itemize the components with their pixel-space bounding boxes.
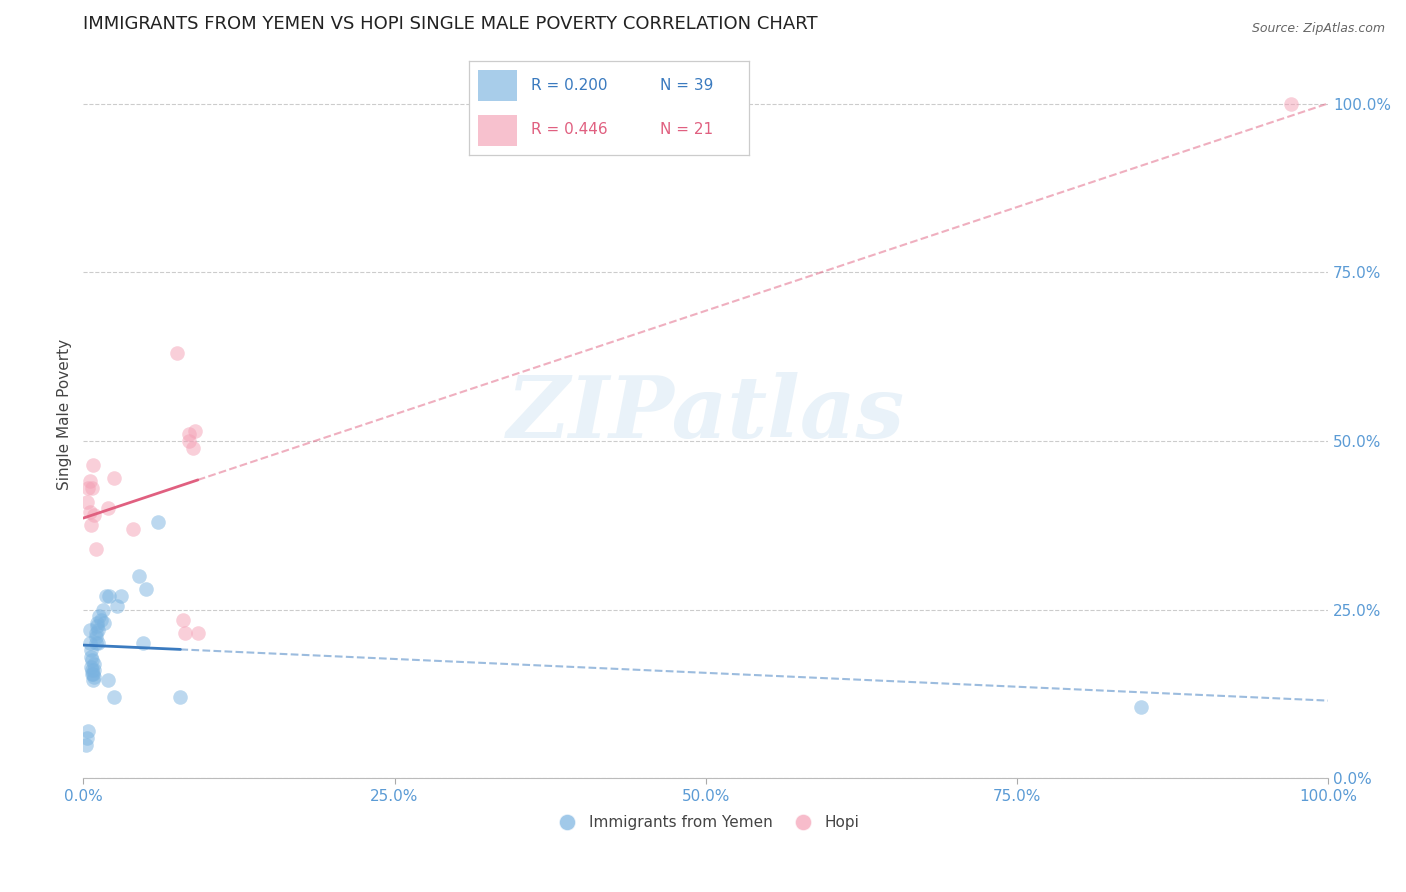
Point — [82, 666, 104, 681]
Point — [174, 626, 197, 640]
Text: ZIPatlas: ZIPatlas — [506, 372, 905, 456]
Point — [82, 673, 104, 688]
Point — [1279, 96, 1302, 111]
Point — [80, 518, 103, 533]
Point — [84, 541, 107, 556]
Point — [89, 609, 111, 624]
Point — [177, 427, 200, 442]
Point — [110, 589, 132, 603]
Point — [103, 690, 125, 705]
Point — [169, 690, 191, 705]
Point — [172, 613, 194, 627]
Point — [77, 481, 100, 495]
Point — [122, 522, 145, 536]
Point — [177, 434, 200, 448]
Point — [83, 663, 105, 677]
Point — [132, 636, 155, 650]
Point — [187, 626, 209, 640]
Point — [1130, 700, 1153, 714]
Point — [181, 441, 204, 455]
Point — [80, 481, 103, 495]
Point — [87, 623, 110, 637]
Point — [86, 616, 108, 631]
Point — [84, 626, 107, 640]
Point — [79, 475, 101, 489]
Point — [84, 636, 107, 650]
Point — [76, 494, 98, 508]
Point — [80, 660, 103, 674]
Point — [128, 569, 150, 583]
Point — [75, 738, 97, 752]
Point — [166, 346, 188, 360]
Y-axis label: Single Male Poverty: Single Male Poverty — [58, 338, 72, 490]
Point — [80, 653, 103, 667]
Point — [76, 731, 98, 745]
Legend: Immigrants from Yemen, Hopi: Immigrants from Yemen, Hopi — [546, 809, 866, 836]
Point — [146, 515, 169, 529]
Text: Source: ZipAtlas.com: Source: ZipAtlas.com — [1251, 22, 1385, 36]
Point — [79, 623, 101, 637]
Point — [103, 471, 125, 485]
Point — [84, 630, 107, 644]
Point — [93, 616, 115, 631]
Point — [86, 619, 108, 633]
Point — [80, 666, 103, 681]
Point — [87, 636, 110, 650]
Point — [83, 508, 105, 523]
Point — [83, 657, 105, 671]
Point — [105, 599, 128, 614]
Point — [77, 724, 100, 739]
Text: IMMIGRANTS FROM YEMEN VS HOPI SINGLE MALE POVERTY CORRELATION CHART: IMMIGRANTS FROM YEMEN VS HOPI SINGLE MAL… — [83, 15, 818, 33]
Point — [79, 505, 101, 519]
Point — [97, 501, 120, 516]
Point — [79, 636, 101, 650]
Point — [98, 589, 121, 603]
Point — [91, 602, 114, 616]
Point — [83, 670, 105, 684]
Point — [94, 589, 117, 603]
Point — [80, 643, 103, 657]
Point — [80, 649, 103, 664]
Point — [135, 582, 157, 597]
Point — [97, 673, 120, 688]
Point — [184, 424, 207, 438]
Point — [80, 663, 103, 677]
Point — [82, 458, 104, 472]
Point — [90, 613, 112, 627]
